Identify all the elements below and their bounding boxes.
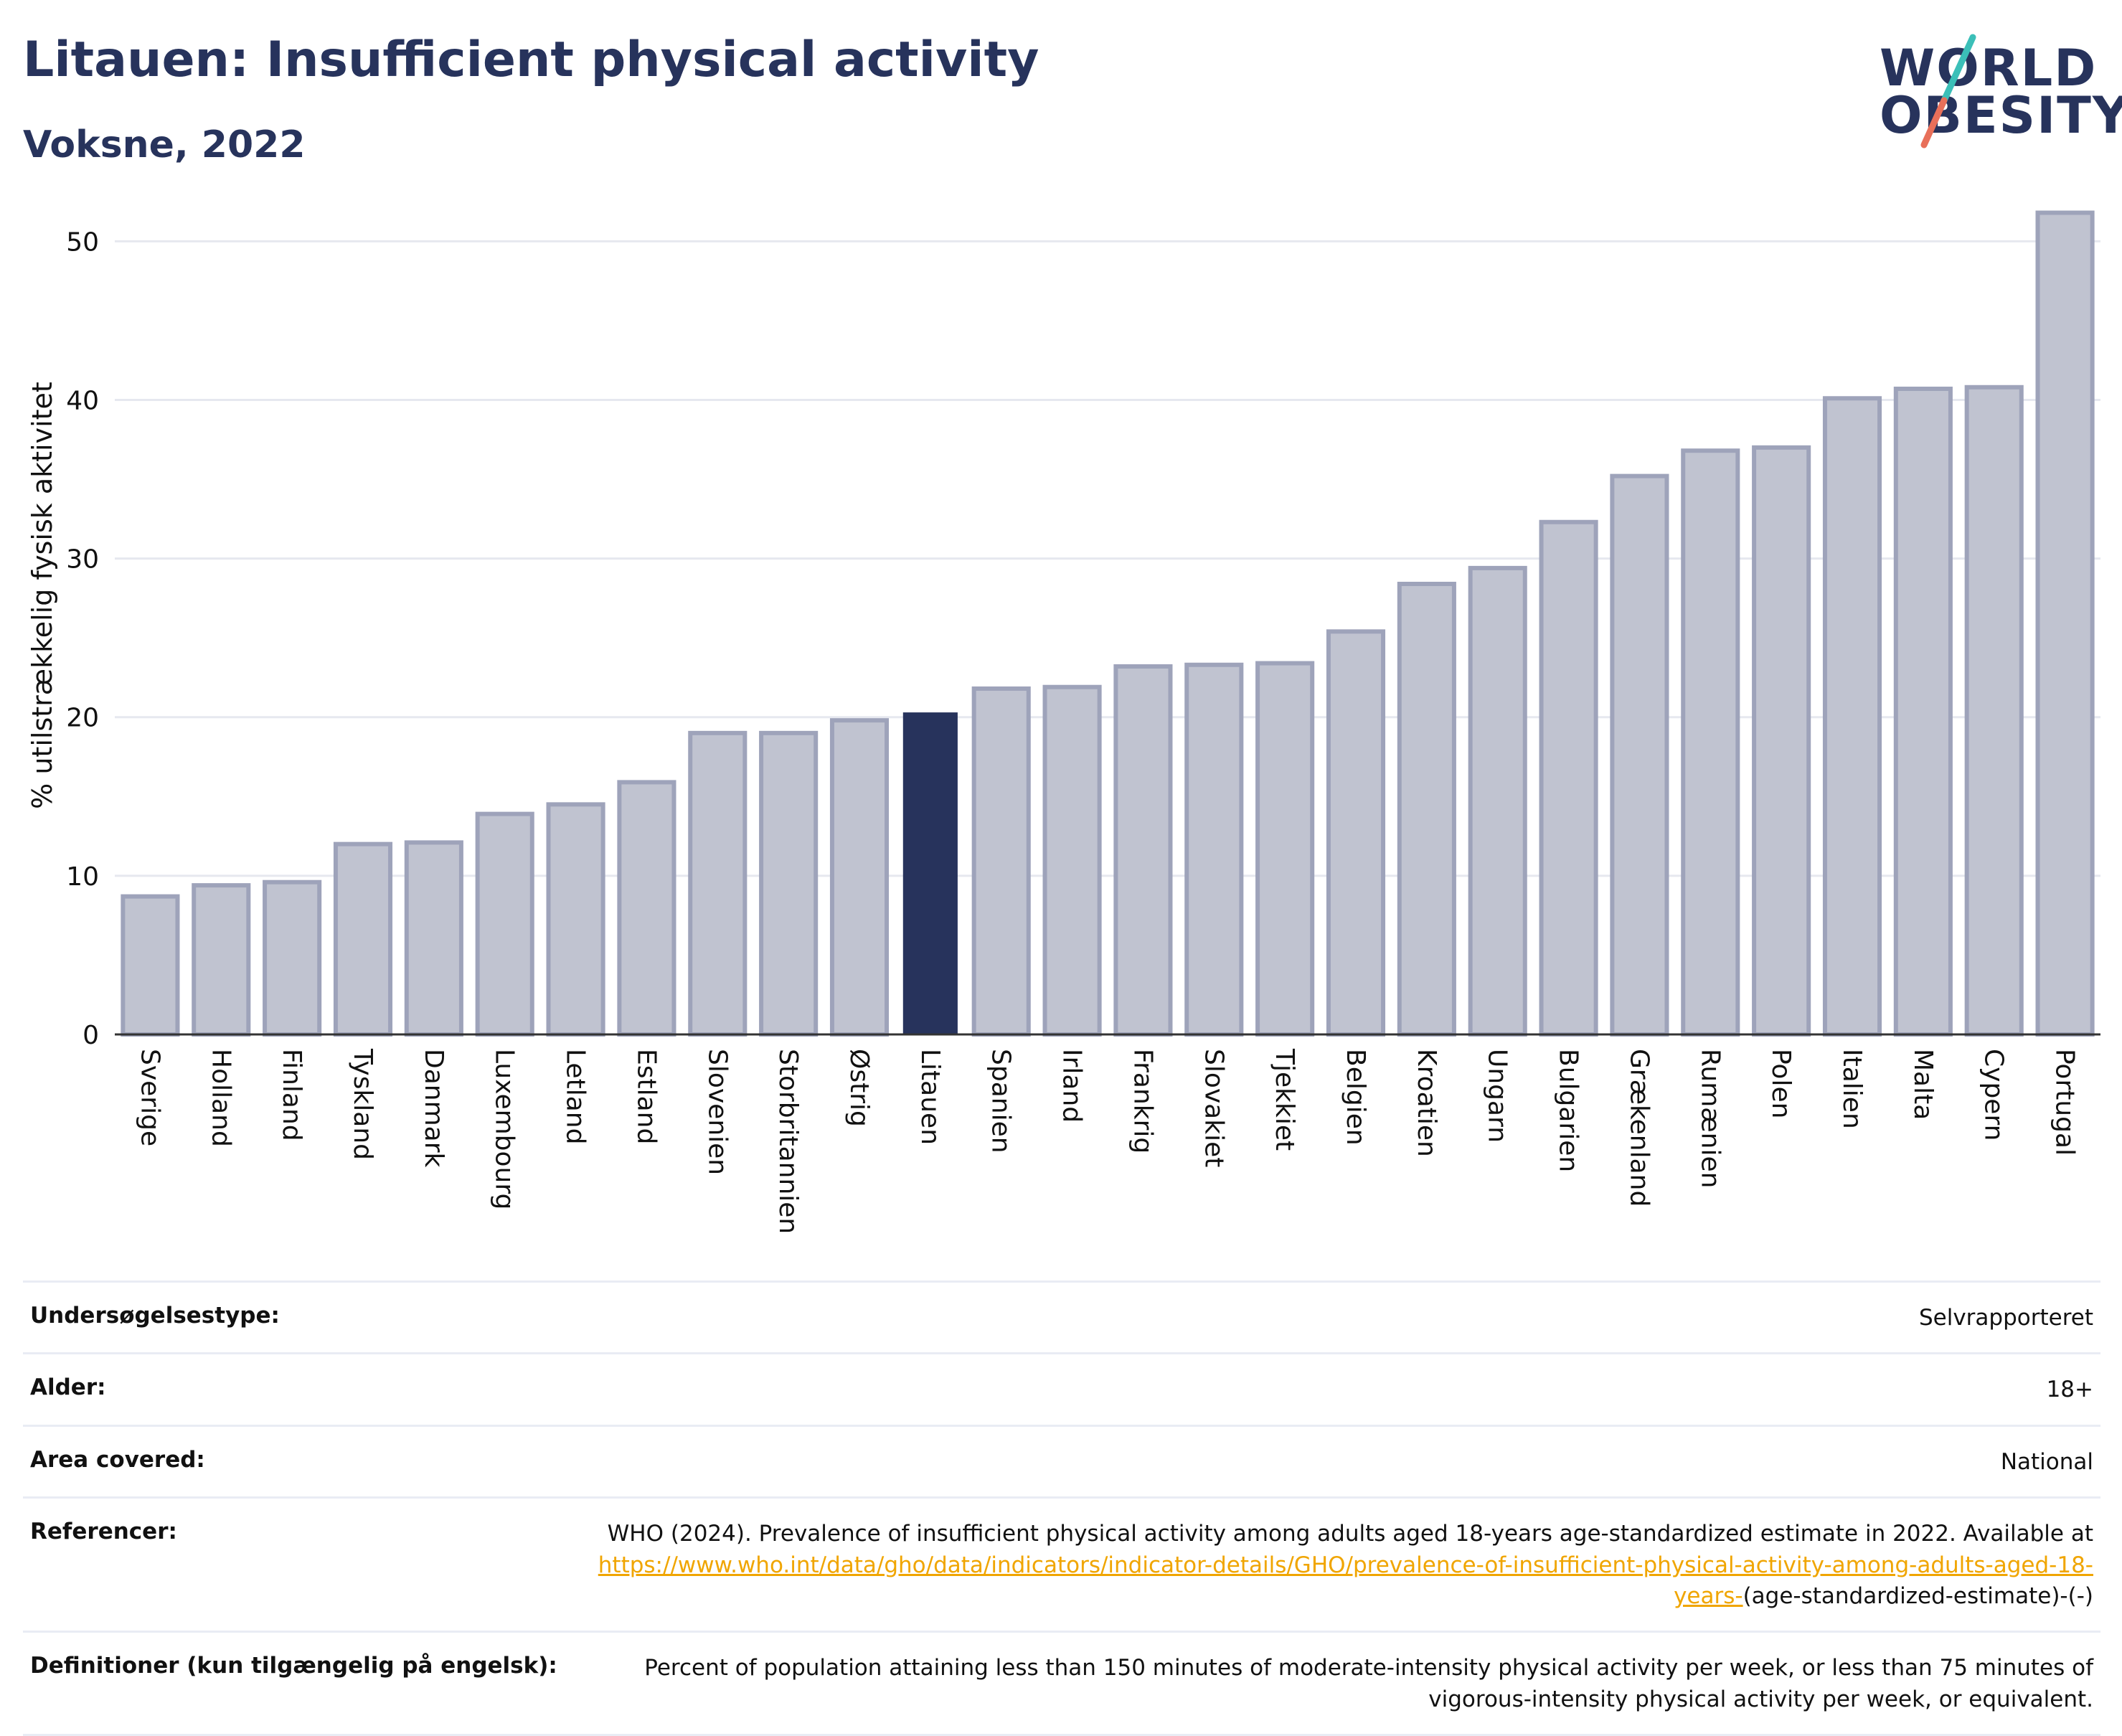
bars bbox=[121, 210, 2095, 1037]
meta-row-survey-type: Undersøgelsestype: Selvrapporteret bbox=[23, 1280, 2100, 1352]
x-tick-label: Sverige bbox=[135, 1049, 164, 1146]
x-tick-label: Slovakiet bbox=[1199, 1049, 1228, 1167]
meta-label: Definitioner (kun tilgængelig på engelsk… bbox=[30, 1653, 557, 1679]
bar-portugal[interactable] bbox=[2035, 210, 2095, 1037]
logo-text-line1: WORLD bbox=[1880, 39, 2098, 98]
bar-spanien[interactable] bbox=[971, 686, 1031, 1037]
x-tick-label: Spanien bbox=[986, 1049, 1016, 1154]
x-tick-label: Grækenland bbox=[1624, 1049, 1654, 1207]
meta-row-definitions: Definitioner (kun tilgængelig på engelsk… bbox=[23, 1631, 2100, 1736]
y-tick-label: 40 bbox=[66, 386, 99, 415]
bar-danmark[interactable] bbox=[404, 840, 463, 1037]
x-tick-label: Belgien bbox=[1341, 1049, 1370, 1146]
x-tick-label: Cypern bbox=[1979, 1049, 2009, 1141]
meta-row-area: Area covered: National bbox=[23, 1424, 2100, 1496]
bar-polen[interactable] bbox=[1752, 445, 1811, 1037]
world-obesity-logo: WORLD OBESITY bbox=[1865, 22, 2122, 151]
x-tick-label: Estland bbox=[631, 1049, 661, 1144]
bar-kroatien[interactable] bbox=[1397, 581, 1456, 1037]
x-tick-label: Rumænien bbox=[1695, 1049, 1725, 1188]
meta-row-references: Referencer: WHO (2024). Prevalence of in… bbox=[23, 1496, 2100, 1631]
meta-label: Area covered: bbox=[30, 1446, 205, 1473]
bar-irland[interactable] bbox=[1042, 684, 1102, 1037]
bar-frankrig[interactable] bbox=[1113, 664, 1173, 1037]
x-tick-label: Letland bbox=[561, 1049, 590, 1144]
x-tick-label: Kroatien bbox=[1412, 1049, 1441, 1157]
bar-storbritannien[interactable] bbox=[759, 730, 819, 1037]
x-tick-label: Ungarn bbox=[1483, 1049, 1512, 1143]
metadata-table: Undersøgelsestype: Selvrapporteret Alder… bbox=[23, 1280, 2100, 1736]
y-axis-label: % utilstrækkelig fysisk aktivitet bbox=[27, 382, 58, 809]
bar-tyskland[interactable] bbox=[333, 841, 393, 1037]
y-tick-label: 20 bbox=[66, 704, 99, 733]
x-tick-label: Storbritannien bbox=[773, 1049, 803, 1234]
bar-holland[interactable] bbox=[192, 883, 251, 1037]
bar-litauen[interactable] bbox=[902, 712, 958, 1034]
bar-belgien[interactable] bbox=[1326, 629, 1386, 1037]
bar-østrig[interactable] bbox=[829, 718, 890, 1037]
x-tick-label: Holland bbox=[206, 1049, 235, 1147]
meta-row-age: Alder: 18+ bbox=[23, 1352, 2100, 1424]
references-text: WHO (2024). Prevalence of insufficient p… bbox=[607, 1521, 2093, 1547]
bar-letland[interactable] bbox=[546, 802, 605, 1037]
bar-slovakiet[interactable] bbox=[1184, 662, 1244, 1037]
page-title: Litauen: Insufficient physical activity bbox=[23, 32, 1039, 88]
meta-value: Percent of population attaining less tha… bbox=[644, 1655, 2093, 1712]
x-tick-label: Italien bbox=[1837, 1049, 1867, 1129]
y-tick-label: 10 bbox=[66, 862, 99, 892]
bar-malta[interactable] bbox=[1893, 386, 1953, 1037]
bar-finland[interactable] bbox=[263, 879, 322, 1037]
y-tick-label: 0 bbox=[82, 1021, 99, 1050]
bar-italien[interactable] bbox=[1822, 396, 1882, 1037]
references-suffix: (age-standardized-estimate)-(-) bbox=[1743, 1582, 2093, 1609]
x-tick-label: Tyskland bbox=[348, 1048, 377, 1160]
bar-chart: 0 10 20 30 40 50 Sverige Holland Finland Tyskland… bbox=[27, 210, 2100, 1234]
x-tick-label: Tjekkiet bbox=[1270, 1048, 1299, 1151]
references-value: WHO (2024). Prevalence of insufficient p… bbox=[551, 1519, 2093, 1612]
bar-cypern[interactable] bbox=[1964, 385, 2024, 1037]
meta-value: National bbox=[2000, 1448, 2093, 1475]
x-tick-label: Østrig bbox=[844, 1049, 874, 1127]
bar-grækenland[interactable] bbox=[1610, 473, 1669, 1037]
x-tick-label: Slovenien bbox=[702, 1049, 732, 1175]
y-tick-label: 50 bbox=[66, 227, 99, 257]
axes: 0 10 20 30 40 50 Sverige Holland Finland Tyskland… bbox=[66, 227, 2100, 1234]
x-tick-label: Polen bbox=[1766, 1049, 1796, 1118]
x-tick-label: Frankrig bbox=[1128, 1049, 1157, 1154]
x-tick-label: Luxembourg bbox=[490, 1049, 519, 1209]
bar-ungarn[interactable] bbox=[1468, 565, 1527, 1037]
meta-label: Undersøgelsestype: bbox=[30, 1303, 280, 1329]
x-tick-label: Malta bbox=[1908, 1049, 1938, 1120]
bar-estland[interactable] bbox=[617, 780, 676, 1037]
meta-value: 18+ bbox=[2046, 1377, 2093, 1403]
reference-link[interactable]: https://www.who.int/data/gho/data/indica… bbox=[598, 1552, 2093, 1609]
meta-label: Referencer: bbox=[30, 1519, 177, 1545]
x-tick-label: Litauen bbox=[915, 1049, 945, 1145]
y-tick-label: 30 bbox=[66, 545, 99, 575]
bar-sverige[interactable] bbox=[121, 894, 180, 1037]
bar-bulgarien[interactable] bbox=[1539, 519, 1598, 1037]
page-subtitle: Voksne, 2022 bbox=[23, 123, 306, 166]
logo-slash-icon bbox=[1920, 34, 1976, 148]
bar-rumænien[interactable] bbox=[1681, 448, 1740, 1037]
x-tick-label: Portugal bbox=[2050, 1049, 2080, 1156]
x-tick-label: Irland bbox=[1057, 1049, 1087, 1123]
x-tick-label: Finland bbox=[277, 1049, 306, 1141]
meta-value: Selvrapporteret bbox=[1918, 1305, 2093, 1331]
meta-label: Alder: bbox=[30, 1374, 106, 1401]
x-tick-label: Danmark bbox=[419, 1049, 448, 1168]
bar-luxembourg[interactable] bbox=[475, 811, 534, 1037]
logo-text-line2: OBESITY bbox=[1880, 86, 2122, 145]
bar-slovenien[interactable] bbox=[688, 730, 748, 1037]
x-tick-label: Bulgarien bbox=[1554, 1049, 1583, 1172]
bar-tjekkiet[interactable] bbox=[1255, 661, 1315, 1037]
